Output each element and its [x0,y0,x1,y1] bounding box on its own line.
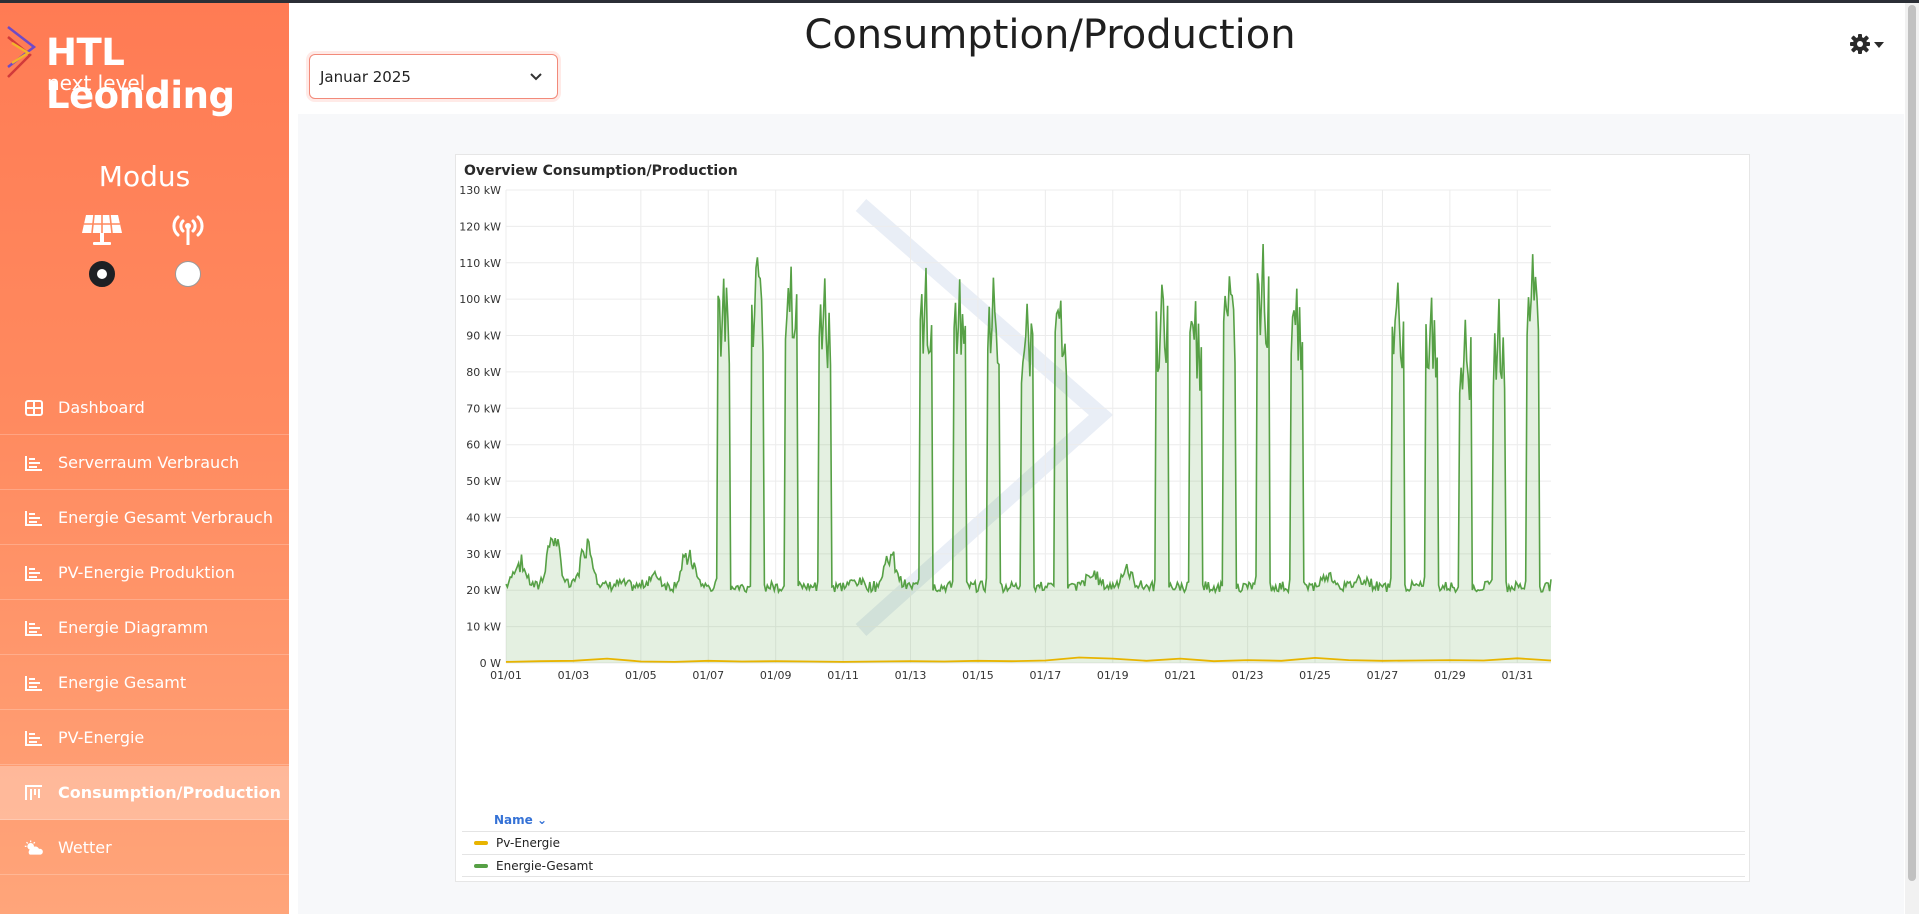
watermark-logo-shape [855,198,1114,636]
legend-header-label: Name [494,813,533,827]
sidebar-item-label: PV-Energie Produktion [58,563,235,582]
chart-title: Overview Consumption/Production [464,163,738,179]
bar-chart-icon [24,673,44,693]
y-tick-label: 0 W [480,657,501,670]
solar-panel-icon [82,214,122,245]
legend-label: Energie-Gesamt [496,858,594,873]
chevron-down-icon [530,73,542,81]
x-tick-label: 01/21 [1164,669,1196,682]
mode-tower[interactable] [153,213,223,287]
page-scrollbar[interactable] [1905,3,1919,914]
settings-menu-button[interactable] [1849,33,1885,55]
sidebar-item-label: Energie Diagramm [58,618,209,637]
sidebar-item-pv-energie[interactable]: PV-Energie [0,711,289,765]
x-tick-label: 01/17 [1030,669,1062,682]
logo[interactable]: HTL Leonding next level [6,25,286,117]
modus-title: Modus [98,160,191,193]
bar-chart-icon [24,563,44,583]
x-tick-label: 01/19 [1097,669,1129,682]
x-tick-label: 01/09 [760,669,792,682]
mode-tower-radio[interactable] [175,261,201,287]
sidebar-item-label: Dashboard [58,398,145,417]
x-tick-label: 01/03 [558,669,590,682]
legend-label: Pv-Energie [496,836,560,850]
sidebar-item-energie-gesamt-verbrauch[interactable]: Energie Gesamt Verbrauch [0,491,289,545]
y-tick-label: 20 kW [466,584,501,597]
y-tick-label: 80 kW [466,366,501,379]
month-select[interactable]: Januar 2025 [309,54,558,99]
series-area-energie-gesamt [506,244,1551,663]
sidebar-item-label: Consumption/Production [58,783,281,802]
sidebar-item-label: Energie Gesamt Verbrauch [58,508,273,527]
y-tick-label: 120 kW [459,220,501,233]
sidebar-item-dashboard[interactable]: Dashboard [0,381,289,435]
series-line-energie-gesamt [505,243,1552,595]
y-tick-label: 60 kW [466,439,501,452]
sidebar-nav: Dashboard Serverraum Verbrauch Energie G… [0,381,289,876]
series-line-pv-energie [505,656,1552,663]
sidebar-item-label: Wetter [58,838,112,857]
y-tick-label: 50 kW [466,475,501,488]
bar-chart-icon [24,508,44,528]
cloud-sun-icon [24,838,44,858]
x-tick-label: 01/07 [692,669,724,682]
y-tick-label: 110 kW [459,257,501,270]
sidebar-item-pv-energie-produktion[interactable]: PV-Energie Produktion [0,546,289,600]
y-tick-label: 10 kW [466,621,501,634]
logo-title: HTL Leonding [46,31,235,117]
sidebar-item-serverraum-verbrauch[interactable]: Serverraum Verbrauch [0,436,289,490]
x-tick-label: 01/13 [895,669,927,682]
legend-swatch [474,863,488,868]
caret-down-icon [1874,42,1884,48]
month-select-value: Januar 2025 [320,68,411,86]
y-tick-label: 30 kW [466,548,501,561]
y-tick-label: 40 kW [466,511,501,524]
window-top-border [0,0,1919,3]
consumption-production-chart[interactable]: 0 W 10 kW 20 kW 30 kW 40 kW 50 kW 60 kW 70 kW 80… [456,185,1749,810]
legend-item-energie-gesamt[interactable]: Energie-Gesamt [462,854,1745,877]
x-tick-label: 01/23 [1232,669,1264,682]
chart-panel: Overview Consumption/Production 0 W 10 kW… [455,154,1750,882]
bar-chart-icon [24,618,44,638]
sidebar-item-label: PV-Energie [58,728,145,747]
legend-sort-header[interactable]: Name ⌄ [462,813,1745,831]
x-tick-label: 01/29 [1434,669,1466,682]
chart-legend: Name ⌄ Pv-Energie Energie-Gesamt [462,813,1745,877]
column-chart-icon [24,783,44,803]
x-tick-label: 01/25 [1299,669,1331,682]
mode-solar[interactable] [67,213,137,287]
sidebar-item-label: Serverraum Verbrauch [58,453,240,472]
sidebar: HTL Leonding next level Modus [0,3,289,914]
legend-swatch [474,841,488,845]
x-tick-label: 01/27 [1367,669,1399,682]
sidebar-item-energie-gesamt[interactable]: Energie Gesamt [0,656,289,710]
sort-caret-icon: ⌄ [536,813,548,827]
y-tick-label: 90 kW [466,330,501,343]
y-tick-label: 130 kW [459,185,501,197]
page-title: Consumption/Production [804,12,1296,58]
logo-subtitle: next level [47,71,146,95]
y-tick-label: 100 kW [459,293,501,306]
x-tick-label: 01/05 [625,669,657,682]
sidebar-item-label: Energie Gesamt [58,673,187,692]
bar-chart-icon [24,728,44,748]
dashboard-grid-icon [24,398,44,418]
bar-chart-icon [24,453,44,473]
broadcast-tower-icon [172,215,204,245]
y-tick-label: 70 kW [466,402,501,415]
legend-item-pv-energie[interactable]: Pv-Energie [462,831,1745,854]
sidebar-item-wetter[interactable]: Wetter [0,821,289,875]
sidebar-item-energie-diagramm[interactable]: Energie Diagramm [0,601,289,655]
x-tick-label: 01/11 [827,669,859,682]
x-tick-label: 01/15 [962,669,994,682]
x-tick-label: 01/01 [490,669,522,682]
htl-logo-mark-icon [7,26,37,78]
sidebar-item-consumption-production[interactable]: Consumption/Production [0,766,289,820]
mode-solar-radio[interactable] [89,261,115,287]
x-tick-label: 01/31 [1501,669,1533,682]
scrollbar-thumb[interactable] [1908,5,1916,881]
gear-icon [1850,34,1870,54]
